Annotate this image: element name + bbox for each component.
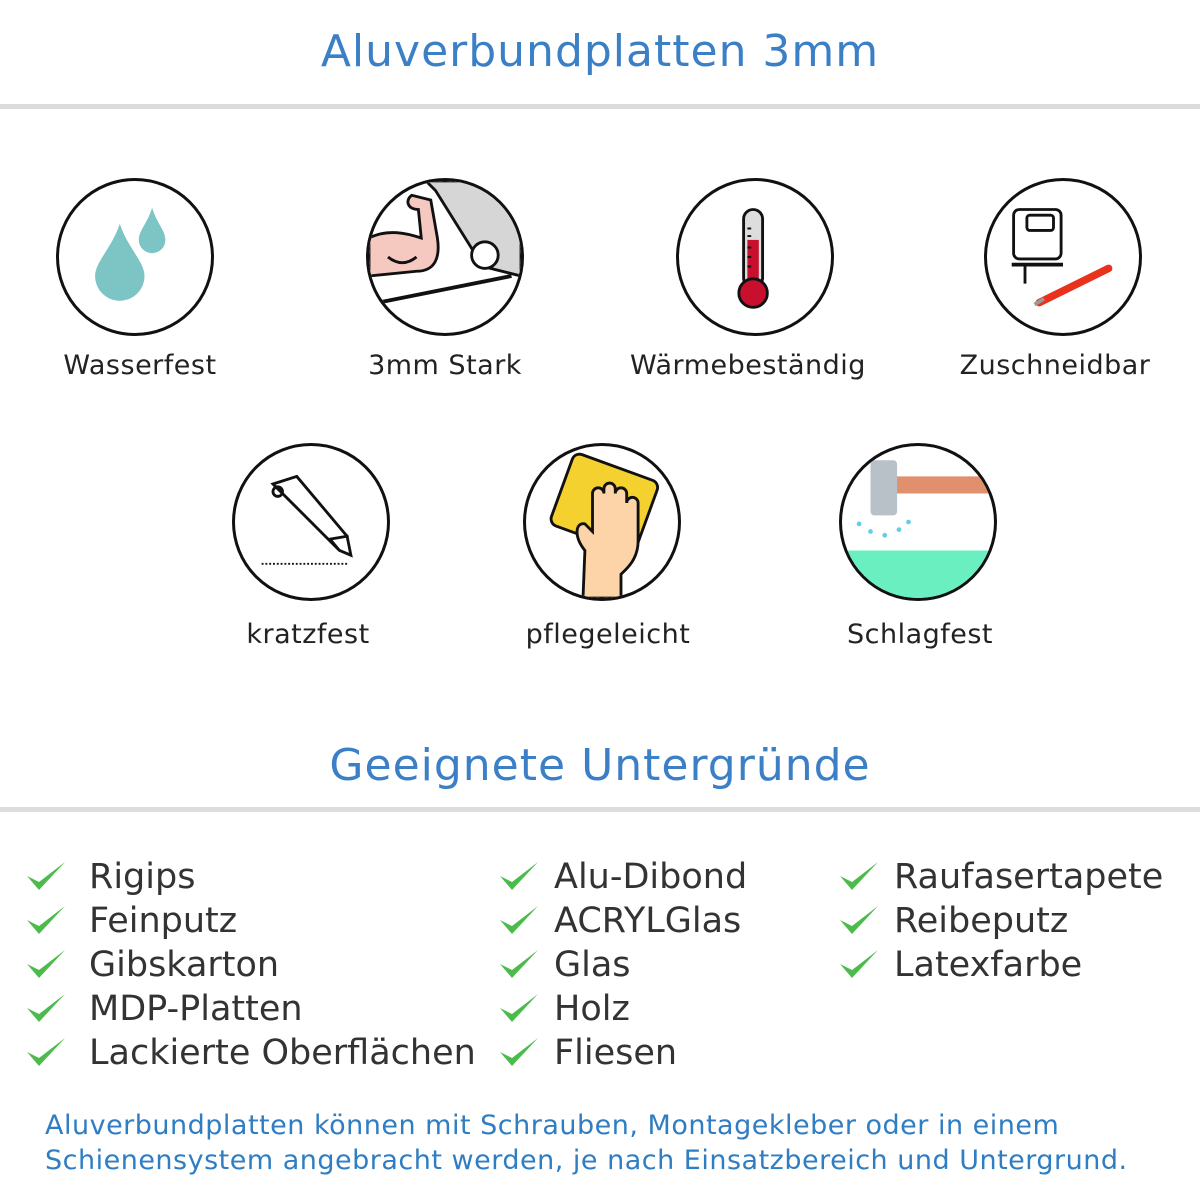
thermometer-icon	[676, 178, 834, 336]
feature-label: Zuschneidbar	[959, 350, 1151, 381]
list-item: Alu-Dibond	[498, 855, 747, 899]
list-item: Reibeputz	[838, 899, 1163, 943]
feature-label: Wasserfest	[63, 350, 217, 381]
list-item: Rigips	[25, 855, 476, 899]
list-item: Latexfarbe	[838, 943, 1163, 987]
hammer-icon	[839, 443, 997, 601]
footer-note-line1: Aluverbundplatten können mit Schrauben, …	[45, 1110, 1060, 1141]
feature-label: pflegeleicht	[525, 619, 691, 650]
list-item: ACRYLGlas	[498, 899, 747, 943]
check-icon	[27, 950, 65, 978]
surface-list-col2: Alu-Dibond ACRYLGlas Glas Holz Fliesen	[498, 855, 747, 1075]
check-icon	[500, 1038, 538, 1066]
page-title: Aluverbundplatten 3mm	[320, 26, 880, 77]
water-drops-icon	[56, 178, 214, 336]
feature-label: Schlagfest	[846, 619, 994, 650]
surface-list-col1: Rigips Feinputz Gibskarton MDP-Platten L…	[25, 855, 476, 1075]
list-item: MDP-Platten	[25, 987, 476, 1031]
check-icon	[840, 950, 878, 978]
section-title: Geeignete Untergründe	[329, 740, 871, 791]
list-item: Holz	[498, 987, 747, 1031]
check-icon	[500, 994, 538, 1022]
strong-arm-icon	[366, 178, 524, 336]
feature-label: 3mm Stark	[368, 350, 522, 381]
check-icon	[27, 1038, 65, 1066]
check-icon	[840, 862, 878, 890]
divider	[0, 807, 1200, 812]
check-icon	[500, 906, 538, 934]
list-item: Glas	[498, 943, 747, 987]
check-icon	[27, 994, 65, 1022]
surface-list-col3: Raufasertapete Reibeputz Latexfarbe	[838, 855, 1163, 987]
check-icon	[27, 906, 65, 934]
list-item: Fliesen	[498, 1031, 747, 1075]
jigsaw-cutter-icon	[984, 178, 1142, 336]
check-icon	[500, 950, 538, 978]
check-icon	[840, 906, 878, 934]
box-cutter-icon	[232, 443, 390, 601]
feature-label: kratzfest	[246, 619, 370, 650]
check-icon	[27, 862, 65, 890]
feature-label: Wärmebeständig	[630, 350, 866, 381]
divider	[0, 104, 1200, 109]
footer-note-line2: Schienensystem angebracht werden, je nac…	[45, 1145, 1128, 1176]
check-icon	[500, 862, 538, 890]
list-item: Lackierte Oberflächen	[25, 1031, 476, 1075]
list-item: Feinputz	[25, 899, 476, 943]
list-item: Raufasertapete	[838, 855, 1163, 899]
list-item: Gibskarton	[25, 943, 476, 987]
cleaning-hand-icon	[523, 443, 681, 601]
